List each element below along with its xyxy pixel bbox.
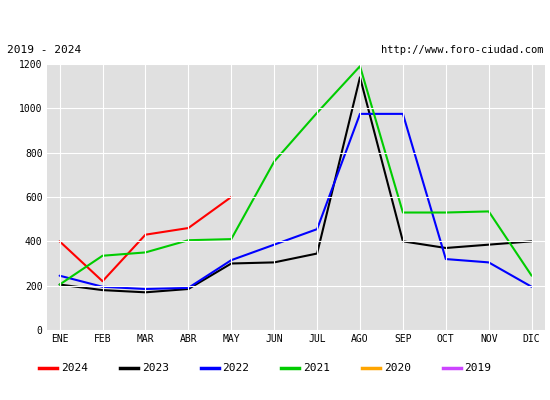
Text: Evolucion Nº Turistas Extranjeros en el municipio de Albanyà: Evolucion Nº Turistas Extranjeros en el … [72, 11, 478, 24]
Text: 2022: 2022 [223, 363, 250, 373]
Text: 2020: 2020 [384, 363, 411, 373]
Text: http://www.foro-ciudad.com: http://www.foro-ciudad.com [381, 45, 543, 55]
Text: 2024: 2024 [61, 363, 88, 373]
Text: 2019: 2019 [465, 363, 492, 373]
Text: 2021: 2021 [303, 363, 330, 373]
Text: 2019 - 2024: 2019 - 2024 [7, 45, 81, 55]
Text: 2023: 2023 [142, 363, 169, 373]
